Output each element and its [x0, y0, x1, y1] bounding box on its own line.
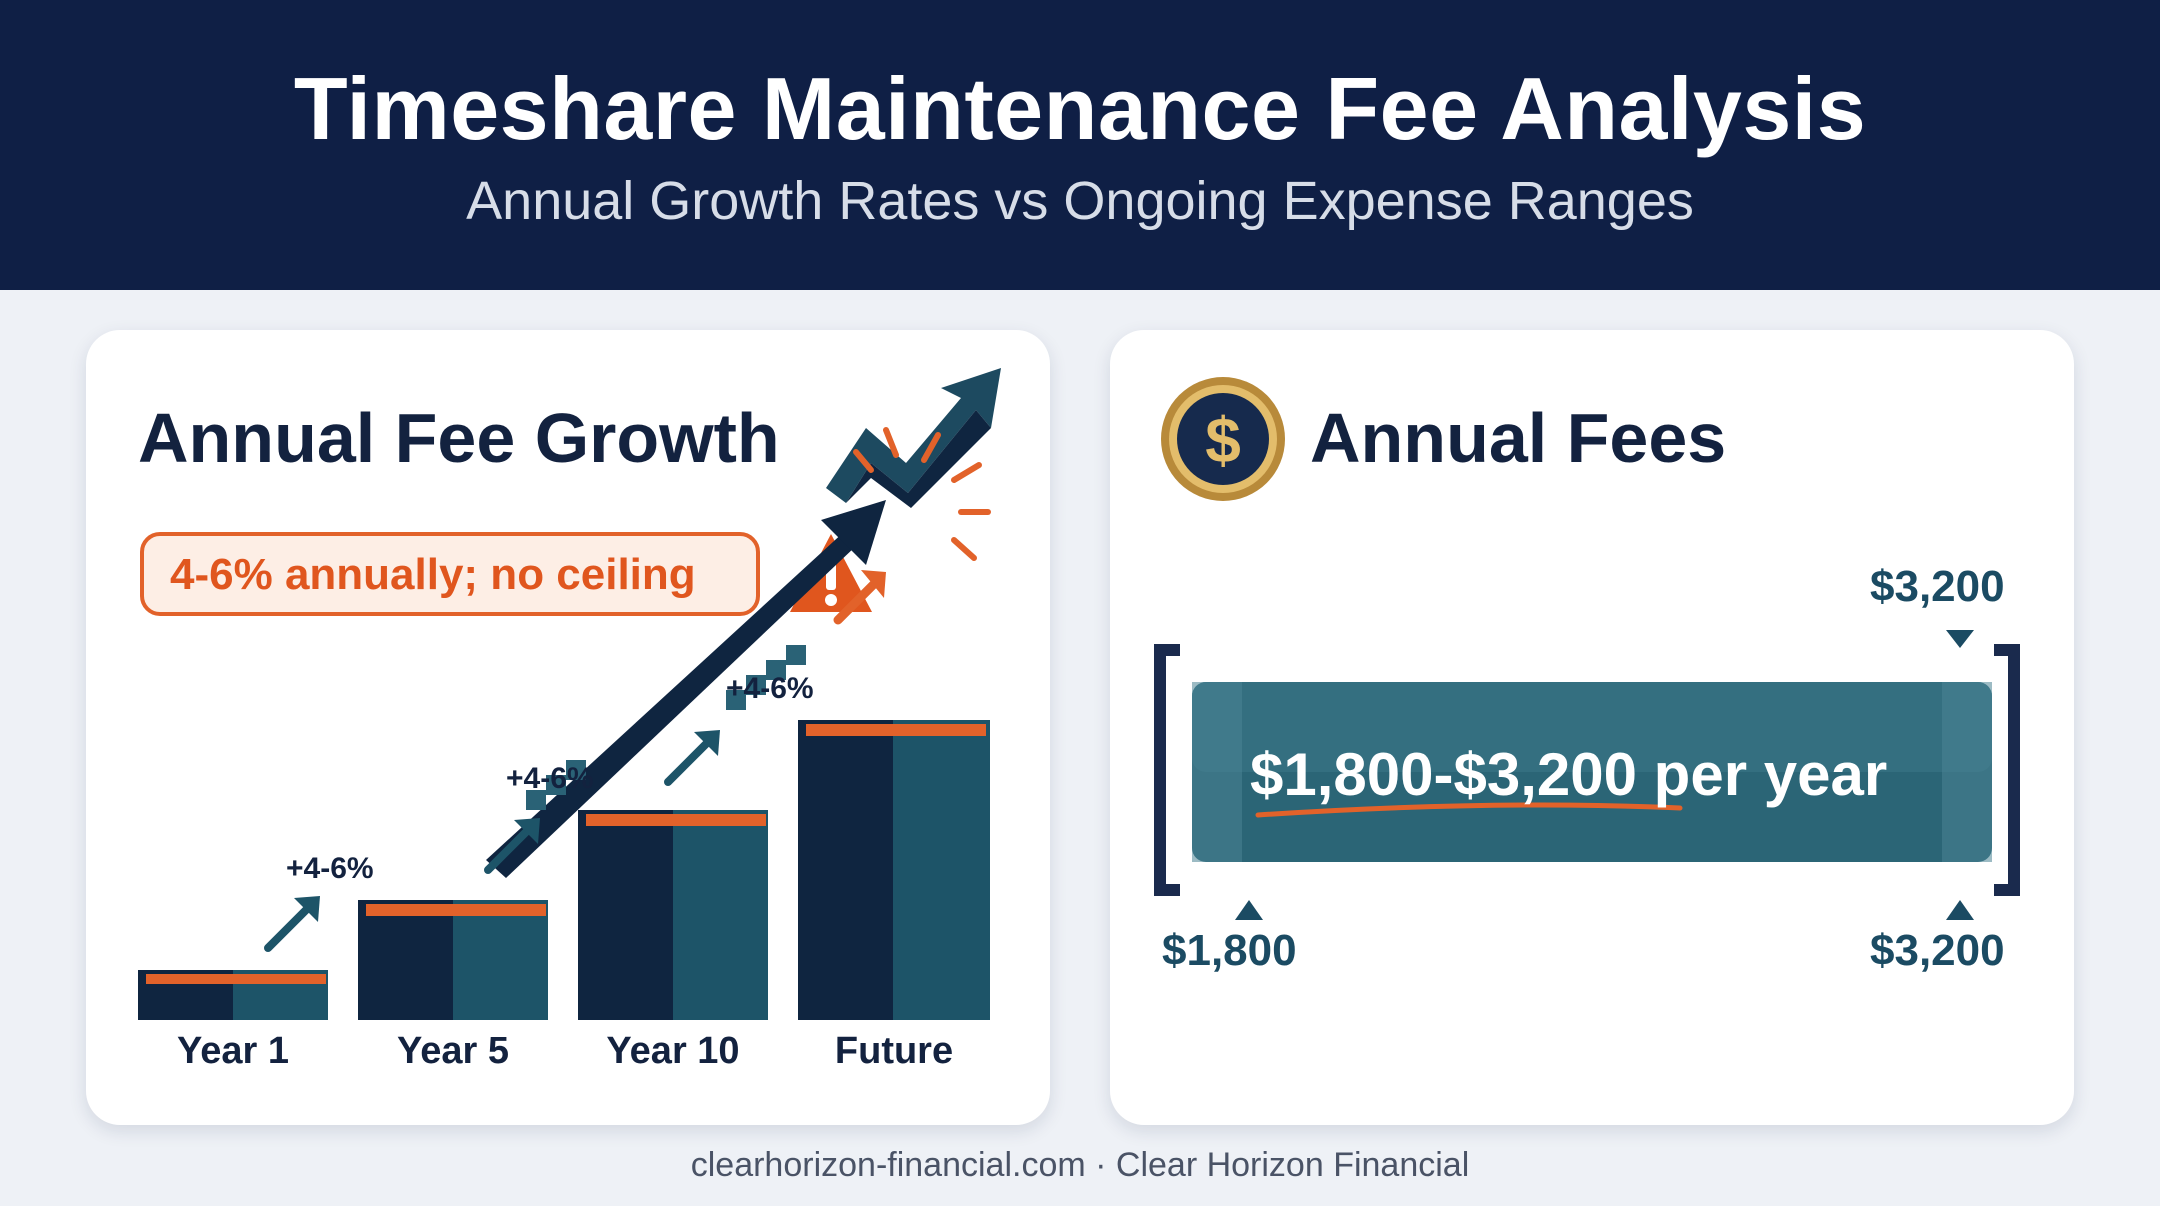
step-bar-4 — [798, 720, 990, 1020]
trend-up-icon — [826, 368, 1001, 508]
rising-arrow-icon — [486, 500, 886, 878]
growth-rate-callout: 4-6% annually; no ceiling — [140, 532, 760, 616]
fee-growth-staircase — [138, 427, 991, 1020]
header-banner: Timeshare Maintenance Fee Analysis Annua… — [0, 0, 2160, 290]
max-fee-label: $3,200 — [1870, 926, 2005, 975]
annual-fees-panel: $ Annual Fees $1,800-$3,200 per year $3,… — [1110, 330, 2074, 1125]
year-label-5: Year 5 — [397, 1030, 509, 1072]
fee-growth-panel: Annual Fee Growth 4-6% annually; no ceil… — [86, 330, 1050, 1125]
fee-growth-title: Annual Fee Growth — [138, 399, 780, 477]
step-bar-1 — [138, 970, 328, 1020]
step-growth-label-1: +4-6% — [286, 852, 374, 885]
step-growth-label-3: +4-6% — [726, 672, 814, 705]
arrow-up-right-icon — [833, 570, 886, 625]
svg-text:$: $ — [1205, 404, 1241, 476]
dollar-coin-icon: $ — [1161, 377, 1285, 501]
fee-range-bar — [1154, 630, 2020, 920]
max-fee-top-label: $3,200 — [1870, 562, 2005, 611]
fee-range-text: $1,800-$3,200 per year — [1250, 741, 1888, 808]
min-marker — [1235, 900, 1263, 920]
burst-icon — [853, 427, 991, 561]
year-label-future: Future — [834, 1030, 954, 1072]
year-label-1: Year 1 — [177, 1030, 289, 1072]
growth-rate-text: 4-6% annually; no ceiling — [170, 550, 696, 599]
annual-fees-title: Annual Fees — [1310, 399, 1727, 477]
page-subtitle: Annual Growth Rates vs Ongoing Expense R… — [466, 171, 1694, 231]
step-arrows — [264, 738, 712, 952]
step-bar-2 — [358, 900, 548, 1020]
page-title: Timeshare Maintenance Fee Analysis — [293, 59, 1867, 158]
step-growth-label-2: +4-6% — [506, 762, 594, 795]
max-marker-top — [1946, 630, 1974, 648]
year-label-10: Year 10 — [606, 1030, 740, 1072]
min-fee-label: $1,800 — [1162, 926, 1297, 975]
step-bar-3 — [578, 810, 768, 1020]
max-marker-bottom — [1946, 900, 1974, 920]
footer-credit: clearhorizon-financial.com · Clear Horiz… — [690, 1146, 1470, 1184]
